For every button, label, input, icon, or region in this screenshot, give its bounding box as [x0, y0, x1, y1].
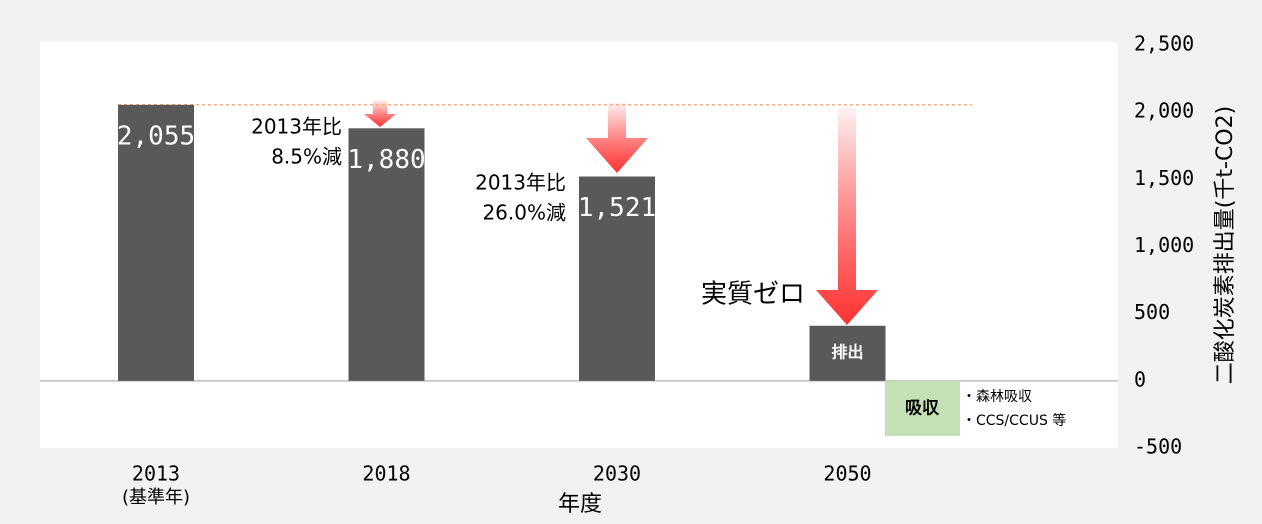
annotation: 8.5%減 [271, 145, 342, 169]
x-axis-title: 年度 [558, 492, 602, 517]
bar [809, 325, 886, 381]
y-tick-label: 1,500 [1134, 166, 1194, 190]
x-tick-label: 2050 [823, 462, 871, 486]
value-label: 2,055 [117, 121, 195, 151]
annotation: 26.0%減 [482, 201, 566, 225]
y-tick-label: -500 [1134, 435, 1182, 459]
value-label: 1,880 [347, 145, 425, 175]
annotation: 2013年比 [475, 171, 566, 195]
y-tick-label: 0 [1134, 367, 1146, 391]
annotation: 2013年比 [251, 115, 342, 139]
x-tick-sublabel: (基準年) [122, 487, 190, 508]
arrow [816, 108, 878, 325]
y-tick-label: 2,500 [1134, 32, 1194, 56]
bar [118, 104, 194, 381]
y-axis-title: 二酸化炭素排出量(千t-CO2) [1213, 106, 1238, 384]
y-tick-label: 2,000 [1134, 99, 1194, 123]
annotation: 実質ゼロ [701, 280, 805, 310]
absorption-note: ・森林吸収 [962, 389, 1032, 405]
bar [348, 128, 425, 381]
absorption-bar [885, 380, 960, 436]
absorption-label: 吸収 [905, 398, 940, 418]
x-tick-label: 2018 [362, 462, 410, 486]
x-tick-label: 2013 [132, 462, 180, 486]
absorption-note: ・CCS/CCUS 等 [962, 412, 1066, 429]
arrow [364, 100, 396, 127]
y-tick-label: 1,000 [1134, 233, 1194, 257]
value-label: 排出 [831, 342, 863, 361]
arrow [586, 103, 648, 173]
x-tick-label: 2030 [593, 462, 641, 486]
y-tick-label: 500 [1134, 300, 1170, 324]
value-label: 1,521 [578, 193, 656, 223]
bar [579, 176, 655, 381]
